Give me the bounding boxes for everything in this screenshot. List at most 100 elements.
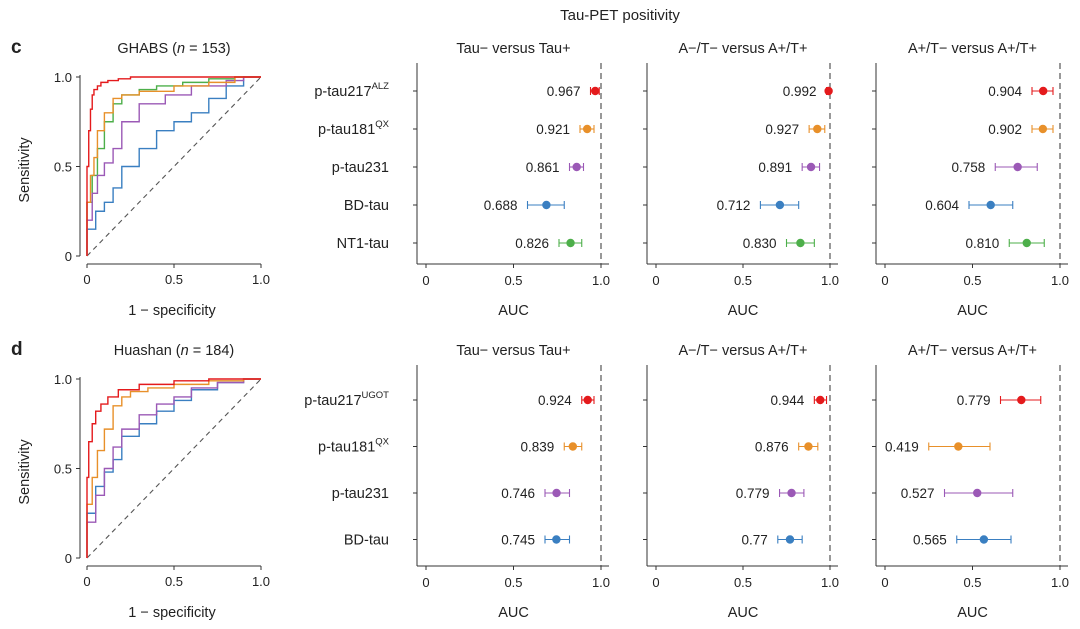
biomarker-label: BD-tau (344, 533, 389, 549)
roc-x-tick-label: 0 (83, 574, 90, 589)
forest-x-label: AUC (728, 303, 759, 319)
auc-point (552, 488, 561, 498)
auc-point (542, 200, 551, 210)
auc-point (973, 488, 982, 498)
forest-x-tick-label: 0 (881, 575, 888, 590)
forest-panel-title: A+/T− versus A+/T+ (908, 41, 1037, 57)
auc-point (986, 200, 995, 210)
auc-point (796, 238, 805, 248)
roc-x-label: 1 − specificity (128, 303, 216, 319)
auc-value-label: 0.758 (951, 160, 985, 175)
auc-value-label: 0.746 (501, 486, 535, 501)
auc-point (979, 535, 989, 544)
roc-chance-line (86, 378, 262, 559)
auc-value-label: 0.891 (758, 160, 792, 175)
auc-value-label: 0.924 (538, 393, 572, 408)
auc-value-label: 0.712 (717, 198, 751, 213)
auc-value-label: 0.927 (765, 122, 799, 137)
auc-value-label: 0.527 (901, 486, 935, 501)
forest-panel-title: A−/T− versus A+/T+ (679, 41, 808, 57)
forest-x-tick-label: 0 (422, 575, 429, 590)
auc-point (1013, 162, 1022, 172)
roc-y-tick-label: 1.0 (54, 70, 72, 85)
biomarker-label: BD-tau (344, 198, 389, 214)
forest-x-tick-label: 1.0 (821, 575, 839, 590)
roc-curve-p-tau231 (86, 76, 261, 256)
roc-curve-p-tau181qx (86, 76, 261, 256)
auc-value-label: 0.830 (743, 236, 777, 251)
auc-value-label: 0.861 (526, 160, 560, 175)
auc-point (1038, 124, 1048, 134)
auc-point (582, 124, 592, 134)
forest-panel-d-1: Tau− versus Tau+ 0 0.5 1.0 AUC 0.924 0.839 0.74… (413, 343, 610, 621)
cohort-title-d: Huashan (n = 184) (114, 343, 235, 359)
auc-point (568, 442, 578, 451)
auc-value-label: 0.779 (957, 393, 991, 408)
panel-letter-d: d (11, 339, 23, 360)
biomarker-label: p-tau231 (332, 160, 389, 176)
auc-point (1022, 238, 1031, 248)
auc-value-label: 0.902 (988, 122, 1022, 137)
forest-x-tick-label: 0.5 (963, 575, 981, 590)
biomarker-label: p-tau217ALZ (314, 81, 389, 100)
auc-point (785, 535, 795, 544)
auc-point (1017, 395, 1026, 405)
roc-x-tick-label: 0 (83, 272, 90, 287)
auc-point (813, 124, 822, 134)
biomarker-label: p-tau217UGOT (304, 390, 389, 409)
auc-value-label: 0.810 (965, 236, 999, 251)
auc-point (583, 395, 592, 405)
forest-panel-title: Tau− versus Tau+ (456, 41, 570, 57)
forest-x-tick-label: 0 (652, 273, 659, 288)
roc-curve-bd-tau (86, 76, 261, 256)
auc-value-label: 0.77 (742, 533, 768, 548)
roc-x-tick-label: 1.0 (252, 574, 270, 589)
forest-panel-d-2: A−/T− versus A+/T+ 0 0.5 1.0 AUC 0.944 0.876 0.… (643, 343, 839, 621)
forest-x-label: AUC (957, 303, 988, 319)
roc-y-tick-label: 0.5 (54, 462, 72, 477)
roc-plot-d: 0 0.5 1.0 0 0.5 1.0 1 − specificity Sensitivity (17, 372, 270, 621)
biomarker-label: p-tau181QX (318, 119, 390, 138)
figure-header: Tau-PET positivity (560, 7, 680, 24)
roc-y-tick-label: 1.0 (54, 372, 72, 387)
forest-panel-d-3: A+/T− versus A+/T+ 0 0.5 1.0 AUC 0.779 0.419 0.… (872, 343, 1069, 621)
forest-panel-c-3: A+/T− versus A+/T+ 0 0.5 1.0 AUC 0.904 0.902 0.… (872, 41, 1069, 319)
forest-x-tick-label: 1.0 (592, 575, 610, 590)
forest-x-label: AUC (498, 303, 529, 319)
auc-point (806, 162, 816, 172)
auc-value-label: 0.839 (520, 440, 554, 455)
roc-chance-line (86, 76, 262, 257)
auc-point (954, 442, 963, 451)
forest-x-tick-label: 1.0 (1051, 273, 1069, 288)
forest-panel-title: Tau− versus Tau+ (456, 343, 570, 359)
forest-panel-c-2: A−/T− versus A+/T+ 0 0.5 1.0 AUC 0.992 0.927 0.… (643, 41, 839, 319)
auc-value-label: 0.779 (736, 486, 770, 501)
roc-x-tick-label: 1.0 (252, 272, 270, 287)
forest-x-tick-label: 1.0 (821, 273, 839, 288)
auc-point (566, 238, 575, 248)
roc-x-tick-label: 0.5 (165, 272, 183, 287)
auc-value-label: 0.904 (988, 84, 1022, 99)
forest-x-label: AUC (728, 605, 759, 621)
roc-y-label: Sensitivity (17, 137, 33, 203)
forest-x-tick-label: 0.5 (504, 575, 522, 590)
forest-x-tick-label: 0.5 (504, 273, 522, 288)
auc-value-label: 0.944 (771, 393, 805, 408)
auc-value-label: 0.921 (536, 122, 570, 137)
auc-point (1039, 86, 1048, 96)
roc-plot-c: 0 0.5 1.0 0 0.5 1.0 1 − specificity Sensitivity (17, 70, 270, 319)
auc-point (552, 535, 561, 544)
forest-x-tick-label: 1.0 (592, 273, 610, 288)
forest-x-label: AUC (957, 605, 988, 621)
roc-y-tick-label: 0 (65, 551, 72, 566)
auc-value-label: 0.992 (783, 84, 817, 99)
forest-x-label: AUC (498, 605, 529, 621)
roc-curve-p-tau217alz (86, 76, 261, 256)
roc-y-tick-label: 0 (65, 249, 72, 264)
forest-panel-c-1: Tau− versus Tau+ 0 0.5 1.0 AUC 0.967 0.921 0.86… (413, 41, 610, 319)
roc-x-label: 1 − specificity (128, 605, 216, 621)
roc-y-label: Sensitivity (17, 439, 33, 505)
roc-curve-p-tau181qx (86, 378, 261, 558)
auc-value-label: 0.688 (484, 198, 518, 213)
